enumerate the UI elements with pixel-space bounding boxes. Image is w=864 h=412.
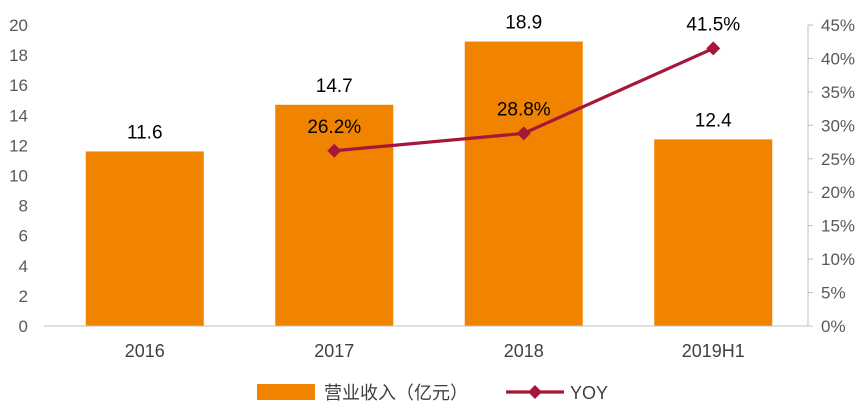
right-y-tick-label: 10% <box>821 250 855 269</box>
x-tick-label: 2016 <box>125 341 165 361</box>
bar-value-label: 18.9 <box>505 13 542 34</box>
right-y-tick-label: 0% <box>821 317 846 336</box>
bar <box>275 104 394 326</box>
yoy-value-label: 41.5% <box>686 14 740 35</box>
bar <box>654 139 773 326</box>
left-y-tick-label: 18 <box>9 46 28 65</box>
right-y-tick-label: 45% <box>821 16 855 35</box>
right-y-tick-label: 40% <box>821 49 855 68</box>
right-y-tick-label: 25% <box>821 150 855 169</box>
yoy-value-label: 26.2% <box>307 117 361 138</box>
left-y-axis: 0 2 4 6 8 10 12 14 16 18 20 <box>9 16 28 336</box>
left-y-tick-label: 0 <box>19 317 28 336</box>
yoy-point <box>327 143 342 158</box>
bar-value-label: 12.4 <box>695 110 732 131</box>
x-axis: 2016 2017 2018 2019H1 <box>44 325 808 361</box>
left-y-tick-label: 8 <box>19 197 28 216</box>
right-y-tick-label: 35% <box>821 83 855 102</box>
data-labels: 11.6 14.7 18.9 12.4 26.2% 28.8% 41.5% <box>127 13 740 144</box>
left-y-tick-label: 14 <box>9 106 28 125</box>
x-tick-label: 2019H1 <box>682 341 745 361</box>
right-y-tick-label: 15% <box>821 217 855 236</box>
right-y-tick-label: 5% <box>821 284 846 303</box>
left-y-tick-label: 2 <box>19 287 28 306</box>
right-y-tick-label: 20% <box>821 183 855 202</box>
x-tick-label: 2017 <box>314 341 354 361</box>
legend-swatch-marker <box>528 385 542 399</box>
left-y-tick-label: 16 <box>9 76 28 95</box>
yoy-point <box>706 41 721 56</box>
left-y-tick-label: 10 <box>9 167 28 186</box>
yoy-value-label: 28.8% <box>497 99 551 120</box>
x-tick-label: 2018 <box>504 341 544 361</box>
bar <box>464 41 583 327</box>
legend-label-line: YOY <box>570 383 608 403</box>
line-series <box>327 41 721 158</box>
yoy-point <box>516 126 531 141</box>
legend-label-bar: 营业收入（亿元） <box>324 383 468 403</box>
bar-value-label: 11.6 <box>127 122 163 143</box>
bar-value-label: 14.7 <box>316 76 353 97</box>
left-y-tick-label: 4 <box>19 257 28 276</box>
left-y-tick-label: 12 <box>9 136 28 155</box>
bar <box>85 151 204 326</box>
right-y-axis: 0% 5% 10% 15% 20% 25% 30% 35% 40% 45% <box>807 16 855 336</box>
bar-series <box>85 41 773 327</box>
legend-swatch-bar <box>257 384 315 400</box>
left-y-tick-label: 6 <box>19 227 28 246</box>
right-y-tick-label: 30% <box>821 116 855 135</box>
left-y-tick-label: 20 <box>9 16 28 35</box>
legend: 营业收入（亿元） YOY <box>257 383 608 403</box>
